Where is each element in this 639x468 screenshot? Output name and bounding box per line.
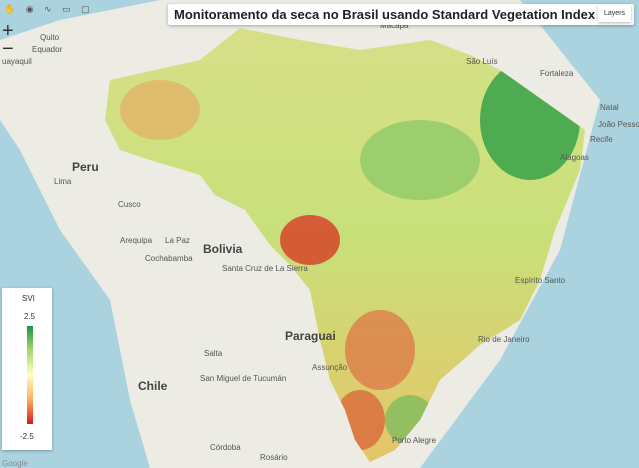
map-label: uayaquil xyxy=(2,57,32,66)
legend-min: -2.5 xyxy=(20,432,34,441)
map-label: La Paz xyxy=(165,236,190,245)
map-label: João Pessoa xyxy=(598,120,639,129)
map-label: Equador xyxy=(32,45,63,54)
legend: SVI 2.5 -2.5 xyxy=(2,288,52,450)
map-label: Assunção xyxy=(312,363,348,372)
legend-title: SVI xyxy=(22,294,35,303)
map-label: São Luís xyxy=(466,57,498,66)
legend-colorbar xyxy=(27,326,33,424)
map-label: Salta xyxy=(204,349,223,358)
map-label: Recife xyxy=(590,135,613,144)
map-label: Bolivia xyxy=(203,242,243,256)
map-title: Monitoramento da seca no Brasil usando S… xyxy=(168,4,635,25)
map-label: Peru xyxy=(72,160,99,174)
map-label: Arequipa xyxy=(120,236,153,245)
map-label: Lima xyxy=(54,177,72,186)
map-label: Quito xyxy=(40,33,60,42)
map-label: Natal xyxy=(600,103,619,112)
map-label: Santa Cruz de La Sierra xyxy=(222,264,308,273)
map-label: Chile xyxy=(138,379,168,393)
map-label: Rio de Janeiro xyxy=(478,335,530,344)
map-label: Cusco xyxy=(118,200,141,209)
map-label: Macapá xyxy=(380,21,409,30)
layers-button[interactable]: Layers xyxy=(597,5,631,22)
map-label: San Miguel de Tucumán xyxy=(200,374,286,383)
map-label: Córdoba xyxy=(210,443,241,452)
map-label: Espírito Santo xyxy=(515,276,566,285)
map-label: Porto Alegre xyxy=(392,436,437,445)
map-label: Rosário xyxy=(260,453,288,462)
map-label: Paraguai xyxy=(285,329,336,343)
toolbar[interactable]: ✋ ◉ ∿ ▭ ▢ xyxy=(4,4,94,14)
map-label: Alagoas xyxy=(560,153,589,162)
legend-max: 2.5 xyxy=(24,312,36,321)
map-label: Cochabamba xyxy=(145,254,193,263)
map-label: Fortaleza xyxy=(540,69,574,78)
zoom-controls[interactable]: + − xyxy=(2,20,14,60)
attribution: Google xyxy=(2,459,28,468)
